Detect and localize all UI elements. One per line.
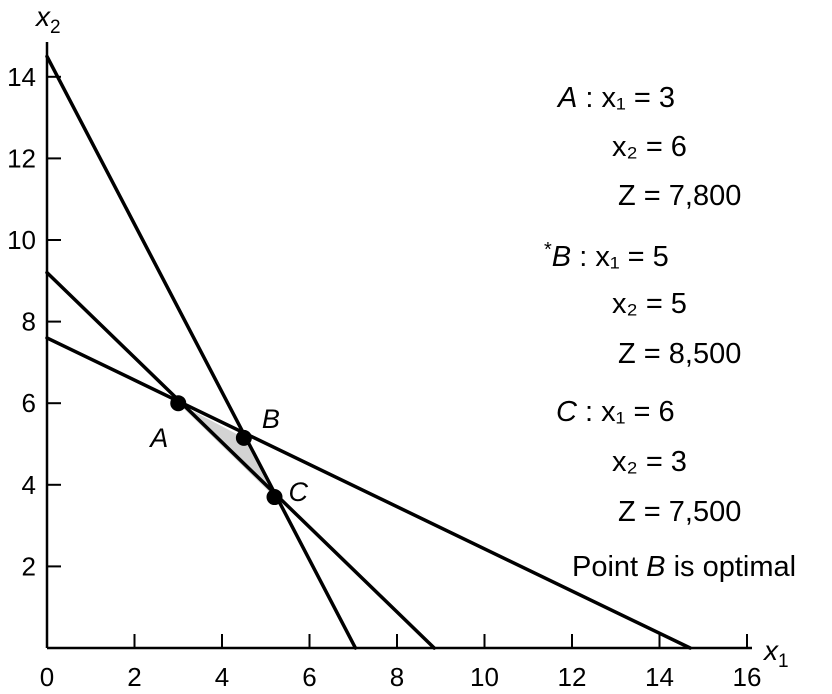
point-a: [170, 395, 187, 412]
x-tick-label: 16: [733, 662, 762, 692]
annotation-c-x1-value: x₁ = 6: [601, 396, 675, 428]
annotation-a-x1: A : x₁ = 3: [558, 82, 675, 114]
optimal-star: *: [544, 239, 552, 261]
annotation-b-x1: *B : x₁ = 5: [544, 239, 669, 273]
optimal-note-prefix: Point: [572, 551, 647, 583]
y-tick-label: 14: [7, 62, 36, 92]
annotation-c-z: Z = 7,500: [618, 496, 742, 528]
x-tick-label: 10: [470, 662, 499, 692]
x-tick-label: 14: [645, 662, 674, 692]
annotation-a-z: Z = 7,800: [618, 180, 742, 212]
point-label-b: B: [262, 404, 280, 434]
annotation-a-x1-value: x₁ = 3: [601, 82, 675, 114]
constraint-line-1: [45, 54, 358, 650]
y-tick-label: 8: [22, 307, 36, 337]
point-label-c: C: [289, 477, 309, 507]
y-axis-label: x2: [34, 1, 61, 38]
y-tick-label: 6: [22, 388, 36, 418]
x-tick-label: 2: [127, 662, 141, 692]
annotation-c-x2: x₂ = 3: [612, 446, 687, 478]
x-tick-label: 4: [215, 662, 229, 692]
x-tick-label: 8: [390, 662, 404, 692]
point-c: [266, 489, 283, 506]
annotation-a-x2: x₂ = 6: [612, 131, 687, 163]
point-b: [235, 429, 252, 446]
x-tick-label: 12: [558, 662, 587, 692]
y-tick-label: 4: [22, 470, 36, 500]
annotation-b-z: Z = 8,500: [618, 338, 742, 370]
annotation-b-x1-value: x₁ = 5: [595, 241, 669, 273]
x-tick-label: 0: [40, 662, 54, 692]
point-label-a: A: [148, 423, 168, 453]
x-tick-label: 6: [302, 662, 316, 692]
constraint-line-3: [45, 336, 692, 650]
optimal-note: Point B is optimal: [572, 553, 796, 582]
optimal-note-point: B: [646, 551, 666, 583]
annotation-a-name: A: [558, 82, 578, 114]
annotation-c-x1: C : x₁ = 6: [556, 396, 675, 428]
y-tick-label: 10: [7, 225, 36, 255]
constraint-line-2: [45, 270, 436, 650]
y-tick-label: 2: [22, 551, 36, 581]
feasible-region: [178, 403, 275, 498]
y-tick-label: 12: [7, 143, 36, 173]
annotation-c-name: C: [556, 396, 577, 428]
annotation-b-name: B: [551, 241, 572, 273]
optimal-note-suffix: is optimal: [665, 551, 797, 583]
annotation-b-x2: x₂ = 5: [612, 288, 687, 320]
x-axis-label: x1: [762, 635, 789, 672]
